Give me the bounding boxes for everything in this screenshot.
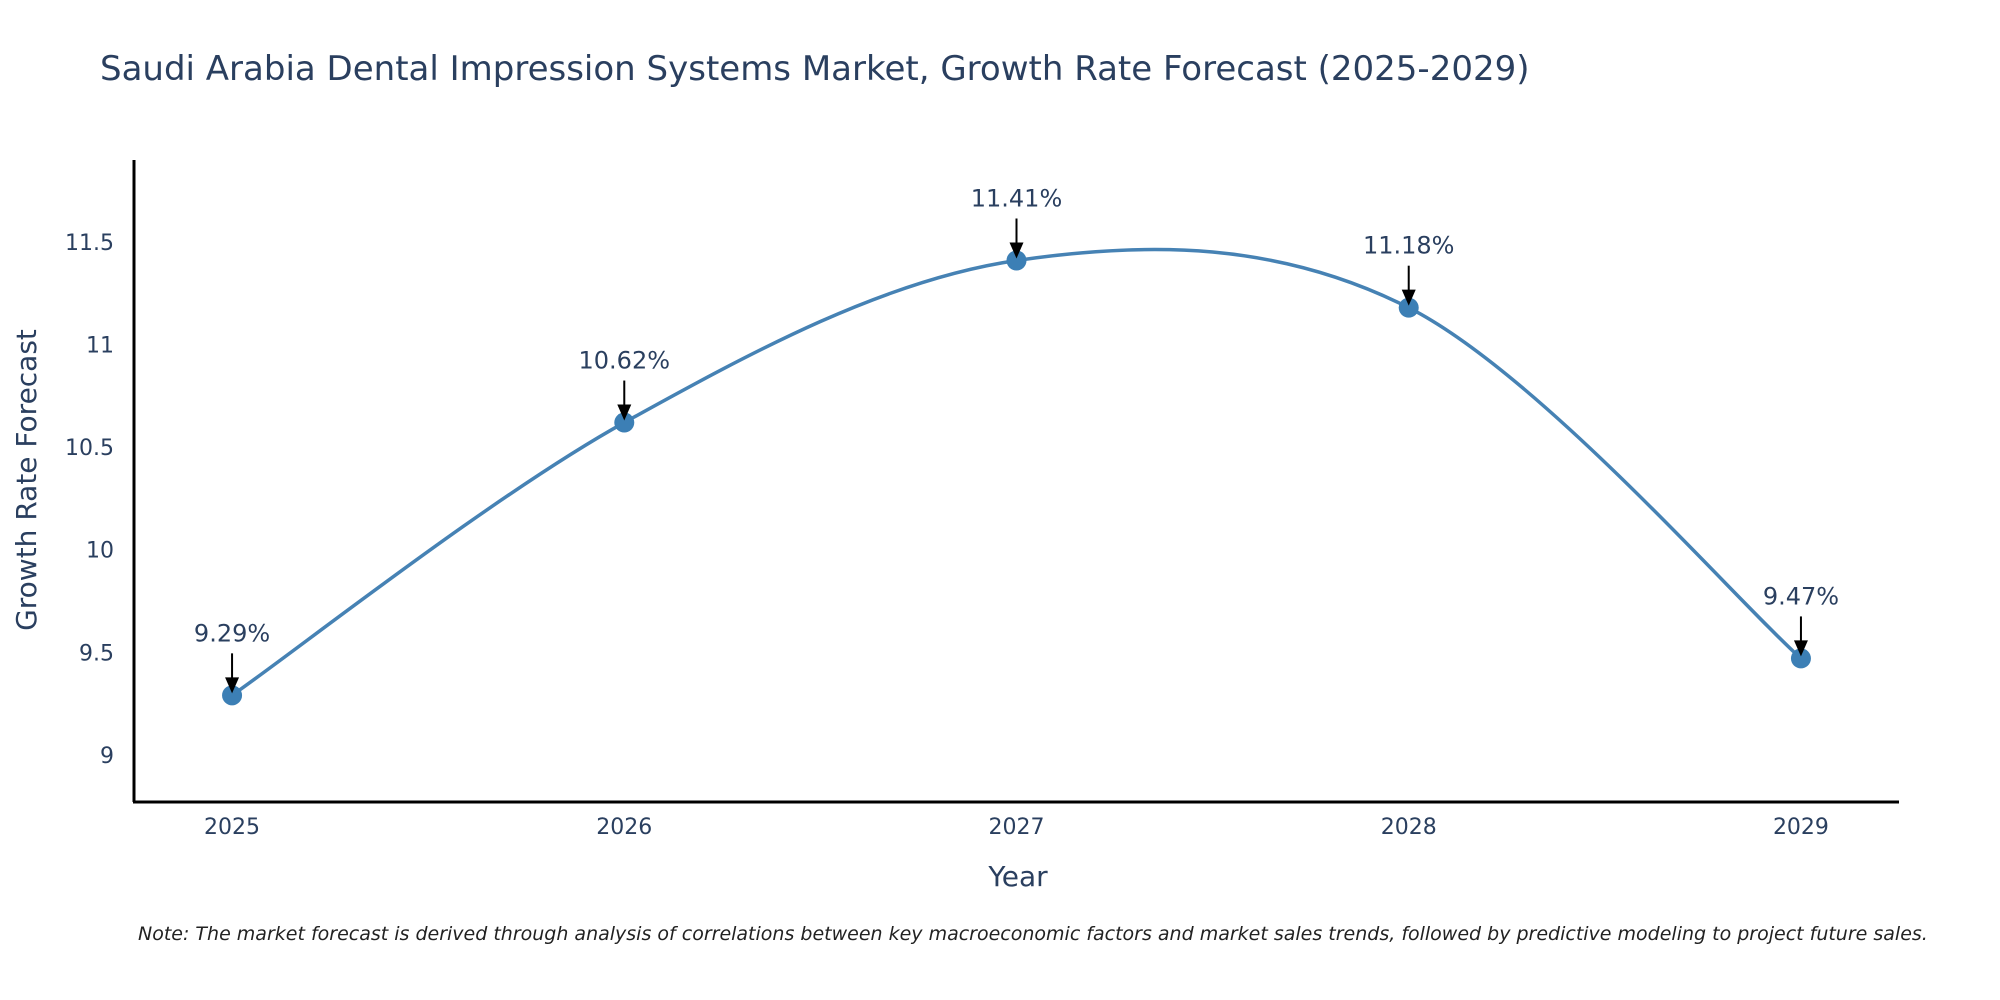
series-line — [231, 247, 1803, 697]
x-tick-label: 2026 — [596, 815, 652, 840]
annotation-arrow-head — [225, 677, 240, 694]
y-tick-label: 11 — [86, 334, 114, 359]
data-label: 11.41% — [971, 185, 1063, 213]
data-label: 10.62% — [579, 347, 671, 375]
y-tick-label: 9 — [100, 744, 114, 769]
x-axis-ticks: 2025 2026 2027 2028 2029 — [204, 815, 1829, 840]
annotation-arrow-head — [617, 404, 632, 421]
annotation-arrow-head — [1793, 640, 1808, 657]
data-label: 11.18% — [1363, 232, 1455, 260]
chart-title: Saudi Arabia Dental Impression Systems M… — [100, 49, 1530, 89]
x-tick-label: 2027 — [989, 815, 1045, 840]
annotation-arrow-head — [1009, 242, 1024, 259]
x-tick-label: 2028 — [1381, 815, 1437, 840]
data-point — [1006, 250, 1027, 271]
annotation-arrow-head — [1401, 289, 1416, 306]
data-label: 9.29% — [194, 619, 270, 647]
data-point — [1790, 648, 1811, 669]
y-axis-title: Growth Rate Forecast — [10, 329, 43, 631]
y-tick-label: 10.5 — [65, 436, 114, 461]
data-point — [222, 685, 243, 706]
y-tick-label: 11.5 — [65, 231, 114, 256]
footnote: Note: The market forecast is derived thr… — [138, 923, 1928, 945]
data-point — [614, 412, 635, 433]
y-axis-ticks: 9 9.5 10 10.5 11 11.5 — [65, 231, 114, 769]
y-tick-label: 10 — [86, 539, 114, 564]
x-axis-title: Year — [987, 860, 1048, 893]
y-tick-label: 9.5 — [79, 641, 114, 666]
data-point — [1398, 297, 1419, 318]
x-tick-label: 2029 — [1773, 815, 1829, 840]
x-tick-label: 2025 — [204, 815, 260, 840]
data-markers — [222, 250, 1811, 706]
data-annotations: 9.29% 10.62% 11.41% 11.18% 9.47% — [194, 185, 1839, 694]
data-label: 9.47% — [1763, 582, 1839, 610]
